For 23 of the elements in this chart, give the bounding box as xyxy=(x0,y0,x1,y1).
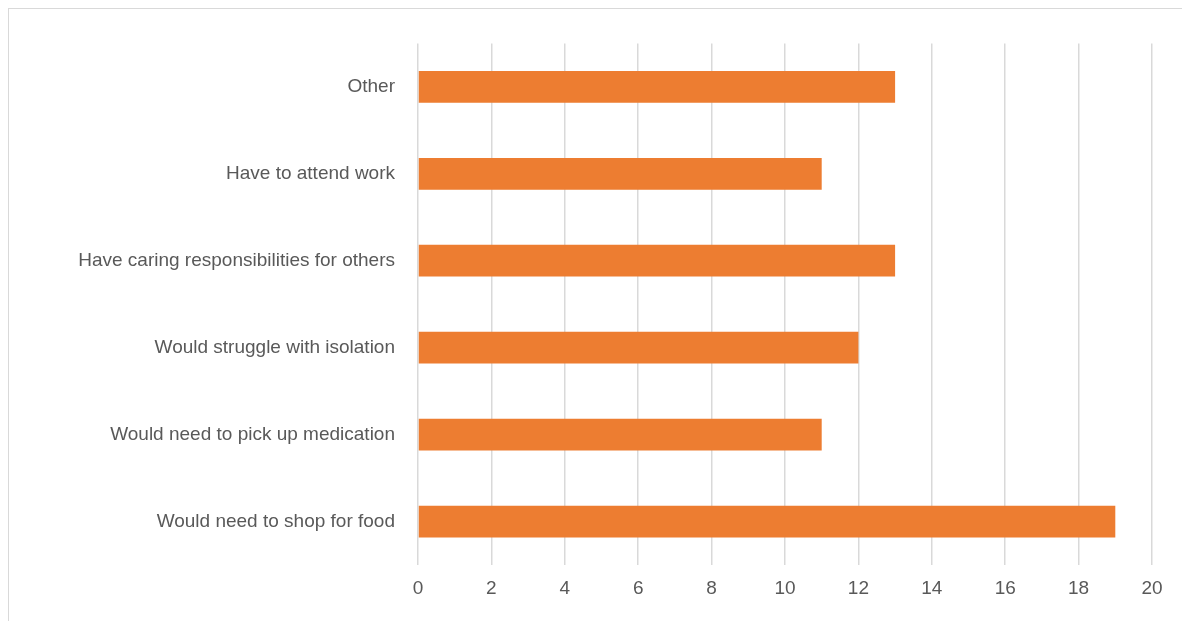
x-tick-label: 20 xyxy=(1141,576,1163,598)
bar xyxy=(418,244,896,277)
y-tick-label: Have to attend work xyxy=(226,162,396,184)
x-tick-label: 8 xyxy=(706,576,717,598)
x-tick-label: 12 xyxy=(847,576,869,598)
y-tick-label: Would need to pick up medication xyxy=(110,422,395,444)
x-tick-label: 18 xyxy=(1068,576,1090,598)
x-tick-label: 2 xyxy=(486,576,497,598)
x-tick-label: 10 xyxy=(774,576,796,598)
y-tick-label: Have caring responsibilities for others xyxy=(78,248,395,270)
bar xyxy=(418,157,822,190)
bar xyxy=(418,418,822,451)
bar xyxy=(418,71,896,103)
y-tick-label: Other xyxy=(347,75,396,97)
x-tick-label: 0 xyxy=(412,576,424,598)
bar xyxy=(418,331,859,364)
x-tick-label: 14 xyxy=(921,576,943,598)
y-tick-label: Would struggle with isolation xyxy=(154,335,395,357)
y-tick-label: Would need to shop for food xyxy=(156,509,395,531)
x-tick-label: 16 xyxy=(994,576,1016,598)
bar xyxy=(418,505,1116,538)
x-tick-label: 6 xyxy=(632,576,644,598)
x-tick-label: 4 xyxy=(559,576,571,598)
